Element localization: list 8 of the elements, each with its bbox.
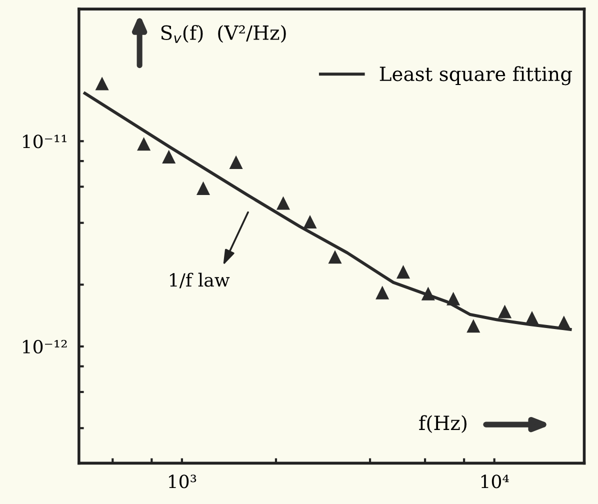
y-axis-title: S$_{v}$(f) (V²/Hz) (161, 24, 286, 43)
y-tick-label: 10⁻¹¹ (23, 134, 66, 148)
x-tick-label: 10³ (169, 474, 196, 488)
x-tick-label: 10⁴ (481, 474, 509, 488)
y-tick-label: 10⁻¹² (23, 340, 67, 354)
annotation: 1/f law (170, 272, 230, 288)
x-axis-title: f(Hz) (419, 415, 466, 433)
legend-label: Least square fitting (380, 66, 572, 86)
